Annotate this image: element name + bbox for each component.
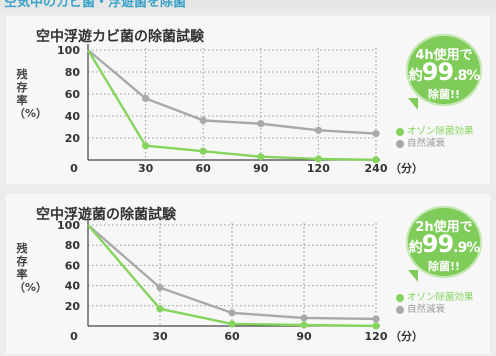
x-tick-label: 90	[253, 162, 269, 175]
legend-item-natural: 自然減衰	[396, 138, 474, 150]
circle-dot-icon	[396, 128, 404, 136]
x-unit-label: （分）	[390, 161, 423, 175]
data-point-natural	[300, 314, 308, 322]
x-tick-label: 0	[70, 330, 78, 343]
data-point-natural	[372, 315, 380, 323]
circle-dot-icon	[396, 140, 404, 148]
y-tick-label: 40	[65, 280, 81, 293]
data-point-ozone	[142, 142, 150, 150]
data-point-natural	[228, 309, 236, 317]
y-tick-label: 20	[65, 300, 81, 313]
data-point-natural	[257, 120, 265, 128]
series-line-ozone	[86, 49, 377, 161]
legend-label: 自然減衰	[407, 304, 446, 315]
x-tick-label: 60	[224, 330, 240, 343]
mold-chart-panel: 空中浮遊カビ菌の除菌試験 残存率（%） 20 40 60 80 100 0 30 60 90 12…	[6, 16, 490, 184]
data-point-natural	[156, 284, 164, 292]
chart-title: 空中浮遊カビ菌の除菌試験	[36, 29, 204, 45]
header-fragment: 空気中のカビ菌・浮遊菌を除菌	[4, 0, 187, 9]
badge-percentage: 約99.8%	[408, 58, 481, 86]
y-tick-label: 100	[57, 219, 80, 232]
y-tick-label: 100	[57, 44, 80, 57]
badge-result: 除菌!!	[427, 88, 461, 101]
bacteria-line-chart: 20 40 60 80 100 0 30 60 90 120 （分）	[57, 219, 423, 343]
legend-label: オゾン除菌効果	[407, 126, 474, 137]
chart-legend: オゾン除菌効果 自然減衰	[396, 126, 474, 150]
y-tick-label: 40	[65, 110, 81, 123]
legend-label: オゾン除菌効果	[407, 292, 474, 303]
legend-item-natural: 自然減衰	[396, 304, 474, 316]
y-tick-label: 80	[65, 239, 81, 252]
circle-dot-icon	[396, 306, 404, 314]
x-tick-label: 120	[307, 162, 330, 175]
data-point-ozone	[300, 321, 308, 329]
data-point-ozone	[314, 155, 322, 163]
legend-item-ozone: オゾン除菌効果	[396, 292, 474, 304]
x-tick-label: 240	[365, 162, 388, 175]
badge-pointer	[408, 270, 418, 282]
data-point-ozone	[156, 305, 164, 313]
x-tick-label: 30	[138, 162, 154, 175]
x-tick-label: 90	[296, 330, 312, 343]
y-tick-label: 80	[65, 66, 81, 79]
data-point-natural	[142, 94, 150, 102]
circle-dot-icon	[396, 294, 404, 302]
y-tick-label: 60	[65, 88, 81, 101]
data-point-natural	[372, 130, 380, 138]
series-line-natural	[87, 49, 377, 135]
bacteria-chart-panel: 空中浮遊菌の除菌試験 残存率（%） 20 40 60 80 100 0 30 60 90 120 （…	[6, 194, 490, 354]
y-tick-label: 60	[65, 259, 81, 272]
badge-result: 除菌!!	[427, 260, 461, 273]
badge-condition: 4h使用で	[415, 48, 473, 63]
result-badge: 2h使用で 約99.9% 除菌!!	[406, 206, 482, 278]
chart-legend: オゾン除菌効果 自然減衰	[396, 292, 474, 316]
data-point-ozone	[372, 322, 380, 330]
x-unit-label: （分）	[390, 329, 423, 343]
x-tick-label: 30	[152, 330, 168, 343]
badge-percentage: 約99.9%	[408, 230, 481, 258]
header-strip: 空気中のカビ菌・浮遊菌を除菌	[0, 0, 496, 9]
legend-item-ozone: オゾン除菌効果	[396, 126, 474, 138]
data-point-natural	[199, 116, 207, 124]
badge-condition: 2h使用で	[415, 220, 473, 235]
x-tick-label: 60	[196, 162, 212, 175]
result-badge: 4h使用で 約99.8% 除菌!!	[406, 34, 482, 106]
data-point-ozone	[199, 147, 207, 155]
legend-label: 自然減衰	[407, 138, 446, 149]
data-point-ozone	[257, 153, 265, 161]
chart-title: 空中浮遊菌の除菌試験	[36, 207, 176, 223]
data-point-natural	[314, 126, 322, 134]
mold-line-chart: 20 40 60 80 100 0 30 60 90 120 240 （分）	[57, 44, 423, 175]
y-tick-label: 20	[65, 132, 81, 145]
x-tick-label: 0	[70, 162, 78, 175]
data-point-ozone	[372, 156, 380, 164]
x-tick-label: 120	[365, 330, 388, 343]
badge-pointer	[408, 98, 418, 110]
data-point-ozone	[228, 320, 236, 328]
